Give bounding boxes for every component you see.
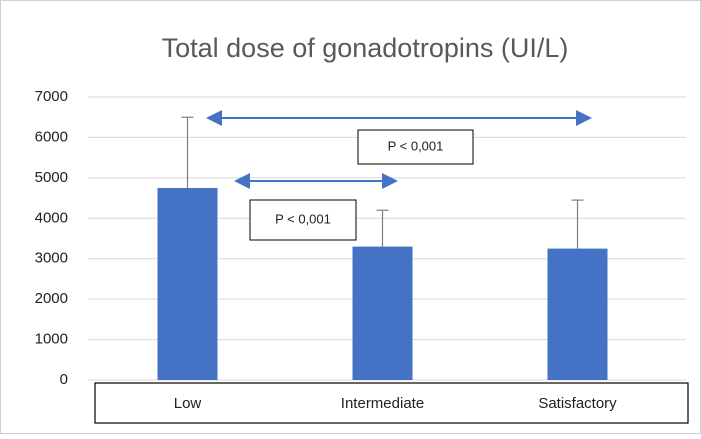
category-box	[94, 382, 689, 424]
y-tick-label: 7000	[35, 88, 68, 105]
annotation-box	[249, 199, 357, 241]
bar	[547, 248, 608, 380]
marks	[157, 116, 608, 380]
y-tick-label: 2000	[35, 290, 68, 307]
y-tick-label: 5000	[35, 169, 68, 186]
annotation: P < 0,001	[388, 138, 444, 153]
x-tick-label: Low	[174, 395, 202, 412]
y-tick-label: 6000	[35, 128, 68, 145]
chart-title: Total dose of gonadotropins (UI/L)	[162, 33, 569, 63]
bar	[157, 187, 218, 380]
y-tick-label: 1000	[35, 331, 68, 348]
x-tick-label: Satisfactory	[538, 395, 617, 412]
annotation: P < 0,001	[275, 211, 331, 226]
annotation-box	[357, 129, 474, 165]
x-tick-label: Intermediate	[341, 395, 424, 412]
bar	[352, 246, 413, 380]
y-tick-label: 4000	[35, 209, 68, 226]
y-tick-label: 3000	[35, 250, 68, 267]
y-tick-label: 0	[60, 371, 68, 388]
